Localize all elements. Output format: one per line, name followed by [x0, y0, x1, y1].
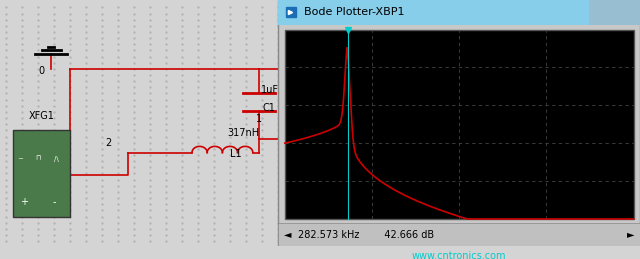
Text: Bode Plotter-XBP1: Bode Plotter-XBP1 [304, 7, 404, 17]
Text: www.cntronics.com: www.cntronics.com [412, 251, 506, 259]
Text: 317nH: 317nH [227, 128, 259, 138]
Bar [278, 0, 640, 25]
Bar [278, 0, 640, 246]
Text: C1: C1 [262, 103, 275, 113]
Text: ⊓: ⊓ [36, 156, 41, 162]
Text: ►: ► [627, 229, 635, 240]
Text: -: - [52, 197, 56, 207]
Text: /\: /\ [54, 156, 59, 162]
Text: XFG1: XFG1 [29, 111, 54, 120]
Text: 1uF: 1uF [261, 85, 279, 95]
Text: 282.573 kHz        42.666 dB: 282.573 kHz 42.666 dB [298, 229, 434, 240]
Text: 2: 2 [106, 138, 112, 148]
Bar [589, 0, 640, 25]
Bar [278, 223, 640, 246]
Text: ~: ~ [17, 156, 24, 162]
Text: 0: 0 [38, 66, 45, 76]
FancyBboxPatch shape [13, 130, 70, 217]
Text: 1: 1 [256, 114, 262, 124]
Text: +: + [20, 197, 28, 207]
Text: L1: L1 [230, 149, 242, 159]
Text: ◄: ◄ [284, 229, 291, 240]
Bar [285, 30, 634, 219]
